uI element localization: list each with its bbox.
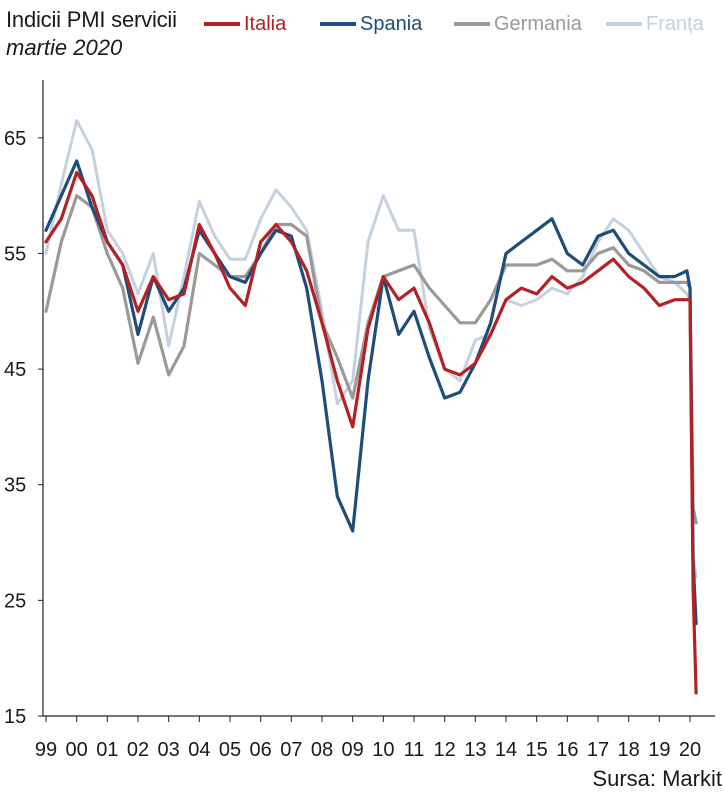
x-tick-label: 01	[96, 739, 118, 761]
x-tick-label: 18	[618, 739, 640, 761]
legend-label-germania: Germania	[494, 12, 582, 35]
series-line-spania	[44, 159, 698, 626]
x-tick-label: 10	[372, 739, 394, 761]
x-tick-label: 06	[250, 739, 272, 761]
x-tick-label: 05	[219, 739, 241, 761]
x-tick-label: 08	[311, 739, 333, 761]
chart-subtitle: martie 2020	[6, 35, 123, 60]
x-tick-label: 20	[679, 739, 701, 761]
legend-label-franta: Franța	[646, 12, 704, 35]
legend-label-italia: Italia	[244, 12, 287, 35]
x-tick-label: 19	[648, 739, 670, 761]
legend-swatch-italia	[204, 22, 240, 26]
series-line-italia	[44, 170, 698, 695]
y-tick-label: 15	[4, 706, 26, 728]
x-tick-label: 17	[587, 739, 609, 761]
title-block: Indicii PMI servicii martie 2020	[6, 6, 177, 62]
legend-item-spania: Spania	[320, 10, 422, 38]
legend: Italia Spania Germania Franța	[204, 10, 720, 38]
x-tick-label: 15	[526, 739, 548, 761]
chart-title: Indicii PMI servicii	[6, 7, 177, 32]
x-tick-label: 03	[158, 739, 180, 761]
x-tick-label: 13	[464, 739, 486, 761]
y-tick-label: 25	[4, 590, 26, 612]
legend-item-franta: Franța	[606, 10, 704, 38]
y-tick-label: 55	[4, 243, 26, 265]
x-tick-label: 12	[434, 739, 456, 761]
legend-swatch-franta	[606, 22, 642, 26]
x-tick-label: 99	[35, 739, 57, 761]
x-tick-label: 16	[556, 739, 578, 761]
legend-swatch-germania	[454, 22, 490, 26]
legend-item-germania: Germania	[454, 10, 582, 38]
x-tick-label: 02	[127, 739, 149, 761]
legend-label-spania: Spania	[360, 12, 423, 35]
x-tick-label: 11	[404, 739, 425, 761]
x-tick-label: 07	[280, 739, 302, 761]
x-tick-label: 00	[66, 739, 88, 761]
x-tick-label: 04	[188, 739, 210, 761]
y-tick-label: 35	[4, 475, 26, 497]
legend-item-italia: Italia	[204, 10, 286, 38]
series-line-franta	[44, 119, 698, 579]
x-tick-label: 09	[342, 739, 364, 761]
series-line-germania	[44, 194, 698, 525]
y-tick-label: 65	[4, 128, 26, 150]
y-tick-label: 45	[4, 359, 26, 381]
legend-swatch-spania	[320, 22, 356, 26]
source-note: Sursa: Markit	[592, 766, 722, 791]
x-tick-label: 14	[495, 739, 517, 761]
